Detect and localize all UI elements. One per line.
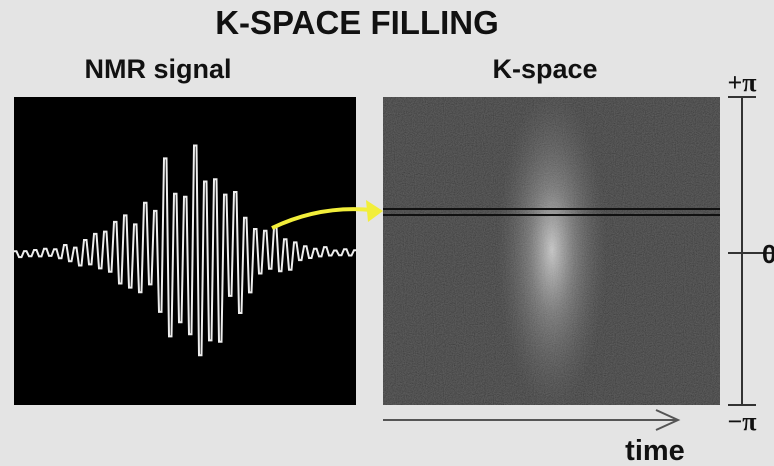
axis-top-label: +π bbox=[727, 68, 756, 97]
kspace-panel bbox=[383, 90, 720, 410]
signal-label: NMR signal bbox=[84, 54, 231, 84]
axis-bottom-label: −π bbox=[727, 407, 756, 436]
signal-panel bbox=[14, 97, 356, 405]
kspace-label: K-space bbox=[492, 54, 597, 84]
title: K-SPACE FILLING bbox=[215, 4, 499, 41]
kspace-center-glow bbox=[497, 90, 607, 410]
diagram: K-SPACE FILLING NMR signal K-space +π 0 … bbox=[0, 0, 774, 466]
axis-middle-label: 0 bbox=[762, 239, 774, 269]
time-label: time bbox=[625, 435, 685, 466]
